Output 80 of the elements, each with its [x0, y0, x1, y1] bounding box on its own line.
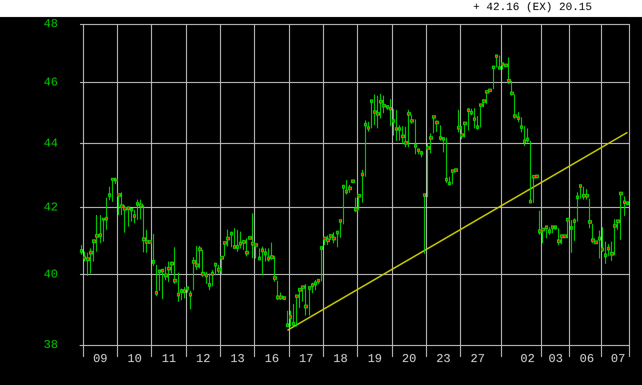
candlestick — [623, 196, 626, 217]
candlestick — [261, 246, 264, 276]
candlestick — [251, 212, 255, 259]
x-tick-label: 18 — [333, 352, 348, 366]
candlestick — [245, 238, 249, 257]
candlestick — [591, 223, 595, 244]
candlestick — [323, 236, 327, 246]
x-tick-label: 03 — [548, 352, 563, 366]
candlestick — [414, 118, 417, 155]
candlestick — [619, 192, 623, 240]
candlestick — [395, 109, 398, 142]
candlestick — [208, 272, 211, 291]
x-tick-label: 23 — [436, 352, 451, 366]
candlestick — [233, 228, 236, 250]
candlestick — [585, 188, 589, 200]
candlestick — [354, 197, 358, 213]
candlestick — [304, 284, 308, 316]
y-tick-label: 38 — [44, 338, 58, 352]
x-tick-label: 09 — [93, 352, 108, 366]
x-tick-label: 07 — [610, 352, 626, 366]
candlestick — [407, 109, 411, 148]
candlestick — [152, 233, 155, 266]
candlestick — [473, 108, 476, 129]
x-tick-label: 11 — [162, 352, 176, 366]
candlestick — [286, 310, 289, 328]
candlestick — [548, 226, 551, 236]
candlestick — [351, 179, 355, 184]
x-tick-label: 10 — [127, 352, 142, 366]
candlestick — [598, 230, 601, 259]
candlestick — [557, 228, 561, 246]
candlestick — [332, 232, 336, 244]
candlestick — [376, 95, 380, 129]
candlestick — [401, 126, 405, 145]
y-tick-label: 48 — [44, 17, 58, 31]
y-tick-label: 40 — [44, 268, 58, 282]
candlestick — [155, 264, 158, 296]
candlestick — [582, 186, 586, 200]
candlestick — [130, 208, 133, 222]
candlestick — [189, 290, 192, 310]
x-tick-label: 16 — [264, 352, 280, 366]
y-tick-label: 42 — [44, 200, 58, 214]
candlestick — [236, 229, 239, 252]
candlestick — [136, 199, 139, 220]
candlestick — [230, 231, 233, 248]
y-tick-label: 46 — [44, 75, 58, 90]
x-tick-label: 27 — [470, 352, 485, 366]
candlestick — [320, 246, 323, 282]
candlestick — [111, 178, 115, 202]
candlestick — [445, 137, 448, 184]
candlestick — [161, 268, 164, 300]
candlestick — [348, 184, 352, 194]
x-tick-label: 19 — [368, 352, 382, 366]
candlestick — [451, 169, 455, 185]
candlestick — [432, 115, 436, 134]
candlestick — [498, 55, 501, 70]
y-tick-label: 44 — [44, 136, 58, 151]
x-tick-label: 02 — [520, 352, 535, 366]
x-tick-label: 20 — [402, 352, 416, 366]
x-tick-label: 06 — [580, 352, 594, 366]
candlestick — [283, 296, 286, 301]
x-tick-label: 12 — [196, 352, 210, 366]
candlestick — [485, 90, 489, 104]
candlestick — [183, 286, 186, 299]
candlestick — [570, 219, 573, 254]
candlestick — [588, 198, 592, 229]
candlestick — [314, 280, 317, 291]
candlestick — [276, 280, 280, 301]
candlestick — [479, 103, 483, 128]
candlestick — [117, 193, 121, 216]
candlestick — [420, 150, 423, 158]
candlestick — [167, 261, 171, 283]
candlestick — [239, 231, 242, 249]
x-tick-label: 13 — [230, 352, 245, 366]
candlestick — [551, 225, 554, 234]
candlestick — [308, 286, 311, 316]
x-tick-label: 17 — [298, 352, 314, 366]
chart-title: + 42.16 (EX) 20.15 — [473, 2, 592, 14]
candlestick — [86, 252, 90, 276]
candlestick — [373, 94, 377, 126]
candlestick — [326, 235, 330, 246]
